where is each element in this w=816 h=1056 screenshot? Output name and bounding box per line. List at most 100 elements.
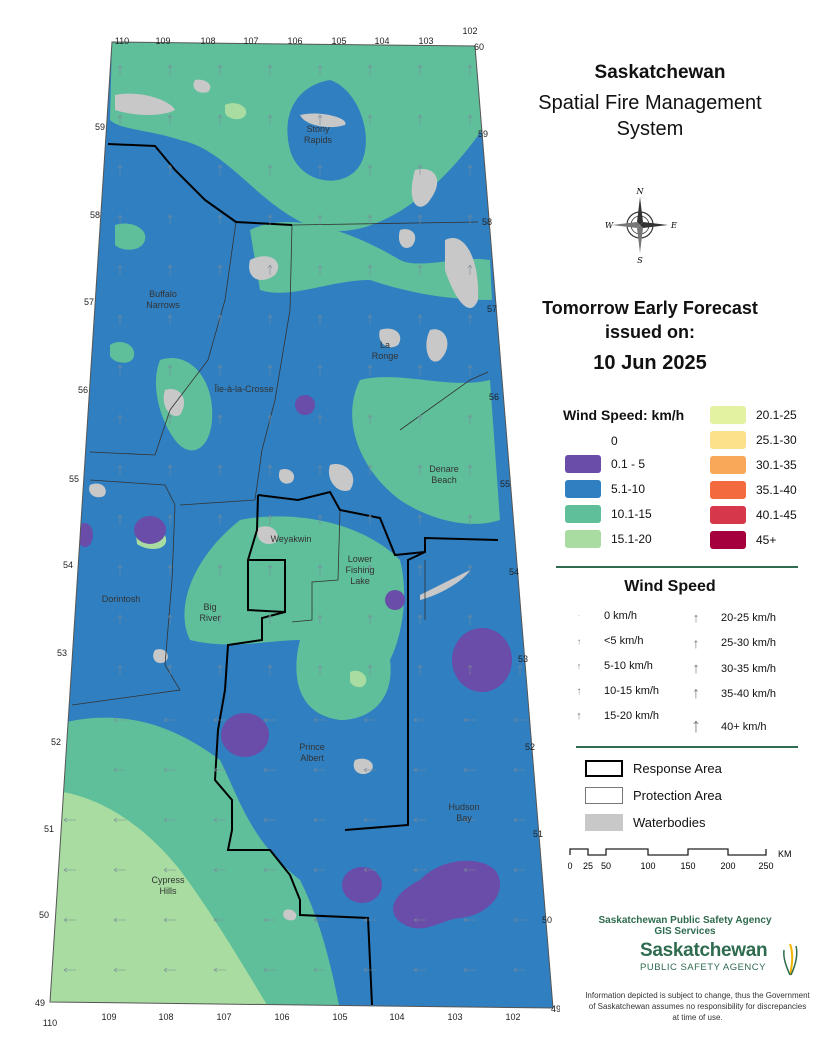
wind-vector-arrow	[463, 767, 476, 773]
wind-vector-arrow	[217, 364, 223, 375]
wind-vector-arrow	[263, 967, 276, 973]
response-area-label: Response Area	[633, 761, 722, 776]
wind-vector-arrow	[267, 464, 273, 475]
wind-arrow-icon: ↑	[576, 710, 582, 722]
legend-class: 10.1-15	[565, 505, 652, 523]
graticule-label: 56	[78, 385, 88, 395]
wind-vector-arrow	[167, 314, 173, 325]
wind-vector-arrow	[63, 917, 76, 923]
wind-vector-arrow	[463, 867, 476, 873]
wind-vector-arrow	[413, 817, 426, 823]
legend-swatch	[710, 531, 746, 549]
wind-vector-arrow	[313, 867, 326, 873]
wind-vector-arrow	[367, 414, 373, 425]
wind-vector-arrow	[263, 767, 276, 773]
legend-label: 40.1-45	[756, 508, 797, 522]
wind-vector-arrow	[117, 264, 123, 275]
legend-swatch	[710, 406, 746, 424]
graticule-label: 57	[84, 297, 94, 307]
wind-vector-arrow	[367, 114, 373, 125]
graticule-label: 55	[500, 479, 510, 489]
place-label: Fishing	[345, 565, 374, 575]
wind-vector-arrow	[213, 817, 226, 823]
place-label: Île-à-la-Crosse	[213, 384, 273, 394]
graticule-label: 51	[533, 829, 543, 839]
wind-vector-arrow	[417, 364, 423, 375]
scale-tick-label: 250	[758, 861, 773, 871]
graticule-label: 57	[487, 304, 497, 314]
wind-arrow-legend-item: ↑ 10-15 km/h	[568, 685, 660, 697]
wind-vector-arrow	[217, 564, 223, 575]
legend-label: 15.1-20	[611, 532, 652, 546]
wind-vector-arrow	[467, 464, 473, 475]
graticule-label: 106	[287, 36, 302, 46]
wind-vector-arrow	[163, 967, 176, 973]
wind-vector-arrow	[463, 967, 476, 973]
wind-vector-arrow	[117, 514, 123, 525]
wind-vector-arrow	[117, 614, 123, 625]
wind-vector-arrow	[417, 664, 423, 675]
wind-vector-arrow	[363, 917, 376, 923]
graticule-label: 58	[90, 210, 100, 220]
place-label: Buffalo	[149, 289, 177, 299]
wind-vector-arrow	[217, 214, 223, 225]
scale-tick-label: 0	[568, 861, 573, 871]
wind-vector-arrow	[363, 967, 376, 973]
wind-vector-arrow	[267, 664, 273, 675]
wind-vector-arrow	[463, 717, 476, 723]
wind-vector-arrow	[467, 114, 473, 125]
wind-vector-arrow	[417, 614, 423, 625]
wind-vector-arrow	[317, 414, 323, 425]
wind-vector-arrow	[167, 664, 173, 675]
wind-vector-arrow	[463, 817, 476, 823]
wind-vector-arrow	[317, 64, 323, 75]
wind-vector-arrow	[267, 514, 273, 525]
legend-label: 0.1 - 5	[611, 457, 646, 471]
wind-vector-arrow	[63, 867, 76, 873]
wind-vector-arrow	[63, 967, 76, 973]
wind-vector-arrow	[513, 867, 526, 873]
legend-class: 0.1 - 5	[565, 455, 645, 473]
wind-arrow-icon: ↑	[691, 715, 701, 737]
legend-label: 5.1-10	[611, 482, 646, 496]
wind-vector-arrow	[117, 364, 123, 375]
wind-arrow-label: 30-35 km/h	[721, 662, 777, 675]
place-label: Lake	[350, 576, 370, 586]
wind-vector-arrow	[263, 717, 276, 723]
wind-vector-arrow	[413, 917, 426, 923]
forecast-line-2: issued on:	[604, 322, 695, 342]
wind-vector-arrow	[317, 264, 323, 275]
wind-arrow-icon: ↑	[577, 636, 581, 646]
wind-vector-arrow	[467, 414, 473, 425]
wind-vector-arrow	[313, 817, 326, 823]
wind-arrow-label: <5 km/h	[604, 635, 644, 647]
wind-vector-arrow	[167, 614, 173, 625]
wind-vector-arrow	[267, 114, 273, 125]
graticule-label: 58	[482, 217, 492, 227]
logo-wordmark: Saskatchewan	[640, 940, 768, 961]
wind-vector-arrow	[217, 164, 223, 175]
wind-vector-arrow	[367, 664, 373, 675]
wind-vector-arrow	[367, 314, 373, 325]
wind-vector-arrow	[413, 967, 426, 973]
graticule-label: 109	[155, 36, 170, 46]
divider	[556, 566, 798, 568]
wind-arrow-icon: ↑	[576, 685, 582, 697]
agency-credit: Saskatchewan Public Safety Agency GIS Se…	[580, 915, 790, 937]
wind-vector-arrow	[367, 164, 373, 175]
place-label: Weyakwin	[271, 534, 312, 544]
legend-swatch	[565, 505, 601, 523]
wind-vector-arrow	[167, 514, 173, 525]
compass-rose-icon: N S W E	[605, 187, 677, 265]
protection-area-swatch	[585, 787, 623, 804]
graticule-label: 107	[243, 36, 258, 46]
place-label: Stony	[306, 124, 330, 134]
wind-vector-arrow	[117, 564, 123, 575]
graticule-label: 103	[447, 1012, 462, 1022]
legend-label: 10.1-15	[611, 507, 652, 521]
wind-vector-arrow	[217, 64, 223, 75]
wind-vector-arrow	[513, 967, 526, 973]
wind-vector-arrow	[417, 314, 423, 325]
wind-vector-arrow	[317, 564, 323, 575]
